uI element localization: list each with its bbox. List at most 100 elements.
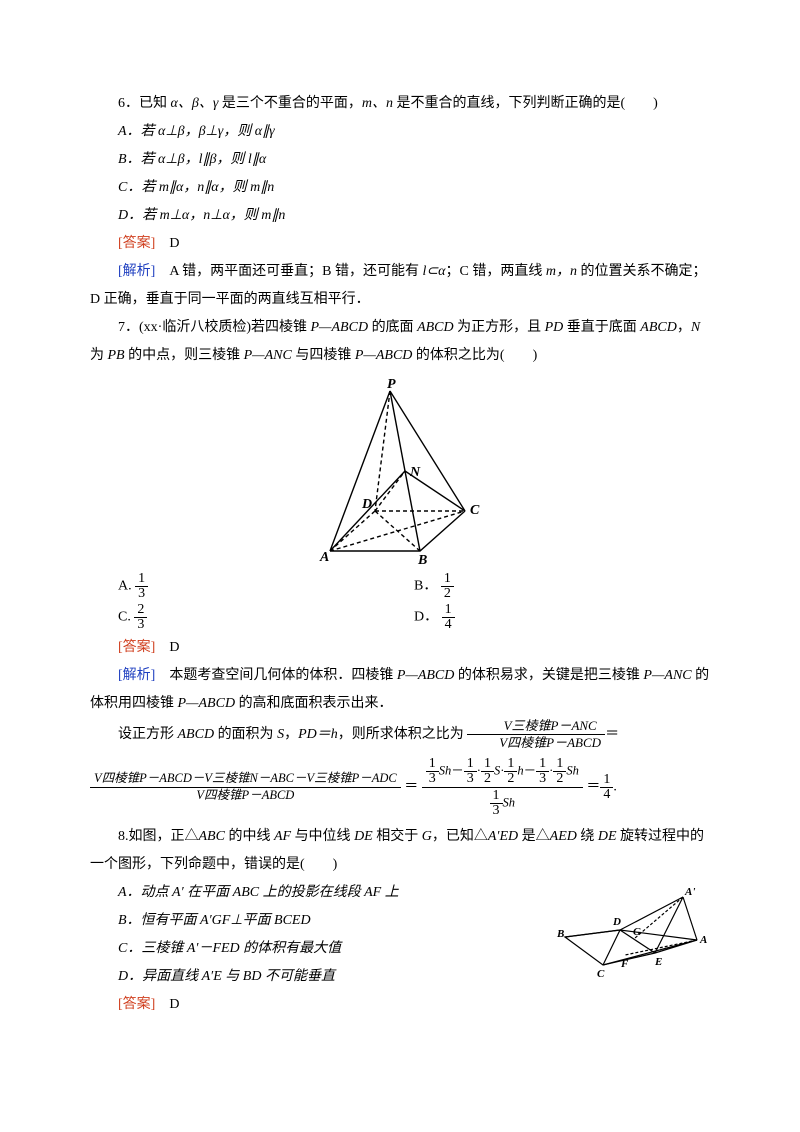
q7-optA-frac: 13 <box>135 572 148 601</box>
q7-s-i: ， <box>677 320 691 335</box>
q6-stem-e: 是不重合的直线，下列判断正确的是( ) <box>393 96 658 111</box>
q7-optA-num: 1 <box>135 572 148 586</box>
q7-ana-g: 的高和底面积表示出来． <box>235 696 393 711</box>
q7-ana-a: 本题考查空间几何体的体积．四棱锥 <box>155 668 397 683</box>
q7-s-a: 7．(xx·临沂八校质检)若四棱锥 <box>118 320 311 335</box>
q8-answer-text: D <box>155 997 179 1012</box>
q6-analysis-c: ；C 错，两直线 <box>445 264 545 279</box>
label-D: D <box>361 497 372 512</box>
label-C: C <box>470 503 480 518</box>
q7-ratio1: V三棱锥P－ANC V四棱锥P－ABCD <box>467 718 605 752</box>
q7-optB-den: 2 <box>441 586 454 601</box>
q7-ana-b: P—ABCD <box>397 668 455 683</box>
q7-eq2: ＝ <box>404 779 418 794</box>
q7-optD-num: 1 <box>442 603 455 617</box>
q7-s-b: P—ABCD <box>311 320 369 335</box>
q7-s-o: 与四棱锥 <box>292 348 355 363</box>
q7-analysis-label: [解析] <box>118 668 155 683</box>
q7-answer: [答案] D <box>90 634 710 662</box>
q7-m1: － <box>451 763 464 777</box>
q7-s-e: 为正方形，且 <box>454 320 545 335</box>
q6-opt-b: B．若 α⊥β，l∥β，则 l∥α <box>90 146 710 174</box>
q7-optB-frac: 12 <box>441 572 454 601</box>
q7-answer-text: D <box>155 640 179 655</box>
q8-opt-d: D．异面直线 A′E 与 BD 不可能垂直 <box>90 963 555 991</box>
q7-ll-num: V四棱锥P－ABCD－V三棱锥N－ABC－V三棱锥P－ADC <box>90 771 401 787</box>
q7-ratio1-den: V四棱锥P－ABCD <box>467 734 605 751</box>
q7-final-num: 1 <box>600 773 613 787</box>
q7-lr-num: 13Sh－13·12S·12h－13·12Sh <box>422 756 583 787</box>
q7-sh1: Sh <box>439 763 452 777</box>
q8-lb-G: G <box>633 926 641 938</box>
q7-optD-label: D． <box>414 610 438 625</box>
q7-longright: 13Sh－13·12S·12h－13·12Sh 13Sh <box>422 756 583 819</box>
label-N: N <box>409 465 421 480</box>
q8-lb-D: D <box>612 916 621 928</box>
q8-opt-c: C．三棱锥 A′－FED 的体积有最大值 <box>90 935 555 963</box>
q8-answer-label: [答案] <box>118 997 155 1012</box>
q7-pyramid-svg: P N A B C D <box>300 376 500 566</box>
q7-period: . <box>613 779 617 794</box>
q8-stem: 8.如图，正△ABC 的中线 AF 与中位线 DE 相交于 G，已知△A′ED … <box>90 823 710 879</box>
q8-s-b: ABC <box>199 829 225 844</box>
q7-lr-den: 13Sh <box>422 787 583 819</box>
q7-optC-label: C. <box>118 610 131 625</box>
q6-analysis-d: m，n <box>546 264 577 279</box>
q7-s-m: 的中点，则三棱锥 <box>125 348 244 363</box>
q8-lb-F: F <box>620 958 629 970</box>
q7-s-g: 垂直于底面 <box>563 320 640 335</box>
q7-analysis: [解析] 本题考查空间几何体的体积．四棱锥 P—ABCD 的体积易求，关键是把三… <box>90 662 710 718</box>
q7-stem: 7．(xx·临沂八校质检)若四棱锥 P—ABCD 的底面 ABCD 为正方形，且… <box>90 314 710 370</box>
q7-optA-label: A. <box>118 579 132 594</box>
q8-s-f: DE <box>354 829 373 844</box>
q8-lb-C: C <box>597 968 605 980</box>
q7-answer-label: [答案] <box>118 640 155 655</box>
q6-answer-label: [答案] <box>118 236 155 251</box>
q7-optC-num: 2 <box>134 603 147 617</box>
q8-s-d: AF <box>274 829 291 844</box>
q7-ana-f: P—ABCD <box>178 696 236 711</box>
q7-ll-den: V四棱锥P－ABCD <box>90 787 401 804</box>
q7-s-c: 的底面 <box>368 320 417 335</box>
q7-s-q: 的体积之比为( ) <box>412 348 537 363</box>
q7-final-den: 4 <box>600 787 613 802</box>
q7-s-j: N <box>691 320 700 335</box>
q7-optC-frac: 23 <box>134 603 147 632</box>
q6-opt-a: A．若 α⊥β，β⊥γ，则 α∥γ <box>90 118 710 146</box>
q7-figure: P N A B C D <box>90 376 710 566</box>
q7-eq3: ＝ <box>586 779 600 794</box>
q7-optA-den: 3 <box>135 586 148 601</box>
q8-body: A．动点 A′ 在平面 ABC 上的投影在线段 AF 上 B．恒有平面 A′GF… <box>90 879 710 1019</box>
q7-s-l: PB <box>108 348 125 363</box>
q7-set-d: S <box>277 727 284 742</box>
q7-setline: 设正方形 ABCD 的面积为 S，PD＝h，则所求体积之比为 V三棱锥P－ANC… <box>90 718 710 752</box>
q7-longleft: V四棱锥P－ABCD－V三棱锥N－ABC－V三棱锥P－ADC V四棱锥P－ABC… <box>90 771 401 804</box>
q7-set-b: ABCD <box>178 727 215 742</box>
q8-s-a: 8.如图，正△ <box>118 829 199 844</box>
q7-ana-c: 的体积易求，关键是把三棱锥 <box>454 668 643 683</box>
q7-sh3: Sh <box>503 795 516 809</box>
q7-s-d: ABCD <box>417 320 454 335</box>
q7-optC-den: 3 <box>134 617 147 632</box>
q7-s-h: ABCD <box>640 320 677 335</box>
q6-analysis-label: [解析] <box>118 264 155 279</box>
q6-stem-c: 是三个不重合的平面， <box>218 96 362 111</box>
q8-s-c: 的中线 <box>225 829 274 844</box>
q8-opt-a: A．动点 A′ 在平面 ABC 上的投影在线段 AF 上 <box>90 879 555 907</box>
q8-s-j: A′ED <box>488 829 518 844</box>
q7-optD-den: 4 <box>442 617 455 632</box>
q7-optD-frac: 14 <box>442 603 455 632</box>
q7-set-f: PD＝h <box>298 727 338 742</box>
q6-stem-b: α、β、γ <box>171 96 219 111</box>
q6-answer: [答案] D <box>90 230 710 258</box>
q8-s-l: AED <box>550 829 577 844</box>
q6-answer-text: D <box>155 236 179 251</box>
q8-opt-b: B．恒有平面 A′GF⊥平面 BCED <box>90 907 555 935</box>
q7-s-f: PD <box>545 320 564 335</box>
q6-stem-a: 6．已知 <box>118 96 171 111</box>
q7-optB-num: 1 <box>441 572 454 586</box>
q6-opt-c: C．若 m∥α，n∥α，则 m∥n <box>90 174 710 202</box>
q7-s-p: P—ABCD <box>355 348 413 363</box>
q7-eq1: ＝ <box>605 727 619 742</box>
q8-s-i: ，已知△ <box>432 829 488 844</box>
